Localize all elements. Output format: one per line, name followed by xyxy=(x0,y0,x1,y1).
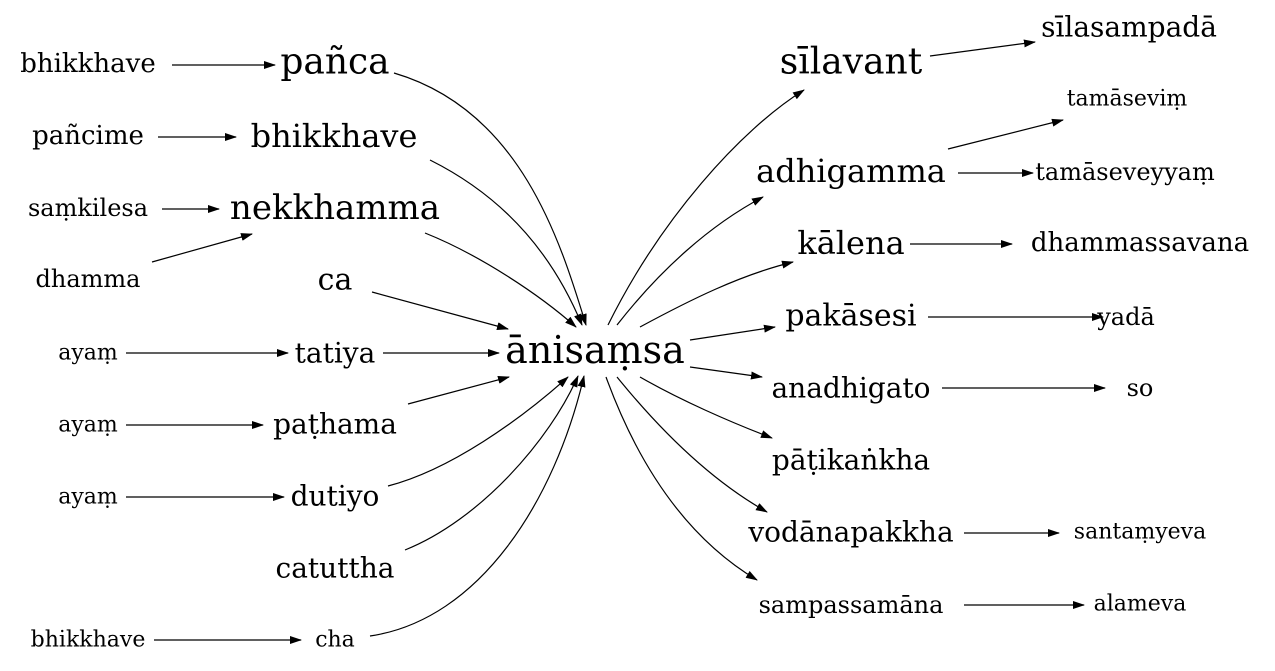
node-tamasevim: tamāseviṃ xyxy=(1067,87,1188,112)
edge-bhikkhave2-to-anisamsa xyxy=(429,159,583,326)
node-kalena: kālena xyxy=(797,224,904,262)
edge-pathama-to-anisamsa xyxy=(407,375,510,405)
node-yada: yadā xyxy=(1096,303,1155,331)
node-tamaseveyyam: tamāseveyyaṃ xyxy=(1035,158,1215,186)
edge-anisamsa-to-adhigamma xyxy=(616,196,764,326)
node-pancime: pañcime xyxy=(32,121,144,151)
node-vodanapakkha: vodānapakkha xyxy=(747,516,953,549)
node-bhikkhave1: bhikkhave xyxy=(20,49,156,79)
edge-anisamsa-to-kalena xyxy=(639,260,794,328)
node-adhigamma: adhigamma xyxy=(756,152,946,190)
edge-anisamsa-to-silavant xyxy=(607,89,805,326)
edge-anisamsa-to-anadhigato xyxy=(689,366,763,380)
node-ca: ca xyxy=(318,263,353,298)
edges-layer xyxy=(126,39,1106,644)
edge-silavant-to-silasampada xyxy=(929,39,1036,57)
node-so: so xyxy=(1127,374,1154,402)
node-silasampada: sīlasampadā xyxy=(1041,11,1217,44)
node-ayam1: ayaṃ xyxy=(58,341,118,366)
edge-dhamma-to-nekkhamma xyxy=(151,233,253,263)
node-ayam3: ayaṃ xyxy=(58,485,118,510)
node-anisamsa: ānisaṃsa xyxy=(505,328,685,372)
edge-nekkhamma-to-anisamsa xyxy=(424,232,577,328)
node-dutiyo: dutiyo xyxy=(291,480,380,513)
edge-adhigamma-to-tamasevim xyxy=(947,118,1064,150)
node-bhikkhave2: bhikkhave xyxy=(251,117,418,155)
edge-panca-to-anisamsa xyxy=(393,72,587,326)
node-sampassamana: sampassamāna xyxy=(759,591,944,619)
node-anadhigato: anadhigato xyxy=(771,372,930,405)
node-dhamma: dhamma xyxy=(36,265,141,293)
node-silavant: sīlavant xyxy=(780,42,923,83)
edge-ca-to-anisamsa xyxy=(371,291,509,330)
node-samkilesa: saṃkilesa xyxy=(28,194,148,222)
node-santamyeva: santaṃyeva xyxy=(1074,520,1206,545)
edge-anisamsa-to-patikankha xyxy=(639,376,773,439)
edge-anisamsa-to-pakasesi xyxy=(689,324,776,341)
node-dhammassavana: dhammassavana xyxy=(1031,228,1249,258)
node-pathama: paṭhama xyxy=(273,408,397,441)
edge-anisamsa-to-sampassamana xyxy=(605,376,758,581)
nodes-layer: ānisaṃsa bhikkhave pañca pañcime bhikkhave sa… xyxy=(20,11,1249,653)
edge-catuttha-to-anisamsa xyxy=(404,375,579,551)
node-ayam2: ayaṃ xyxy=(58,413,118,438)
node-nekkhamma: nekkhamma xyxy=(230,188,440,228)
edge-cha-to-anisamsa xyxy=(369,375,586,637)
node-pakasesi: pakāsesi xyxy=(785,299,916,334)
node-patikankha: pāṭikaṅkha xyxy=(772,444,930,477)
node-cha: cha xyxy=(315,628,355,653)
node-catuttha: catuttha xyxy=(276,552,395,585)
node-panca: pañca xyxy=(280,42,389,83)
node-alameva: alameva xyxy=(1094,592,1187,617)
edge-anisamsa-to-vodanapakkha xyxy=(616,376,768,513)
node-bhikkhave3: bhikkhave xyxy=(31,628,146,653)
node-tatiya: tatiya xyxy=(295,337,376,370)
edge-dutiyo-to-anisamsa xyxy=(387,376,569,487)
